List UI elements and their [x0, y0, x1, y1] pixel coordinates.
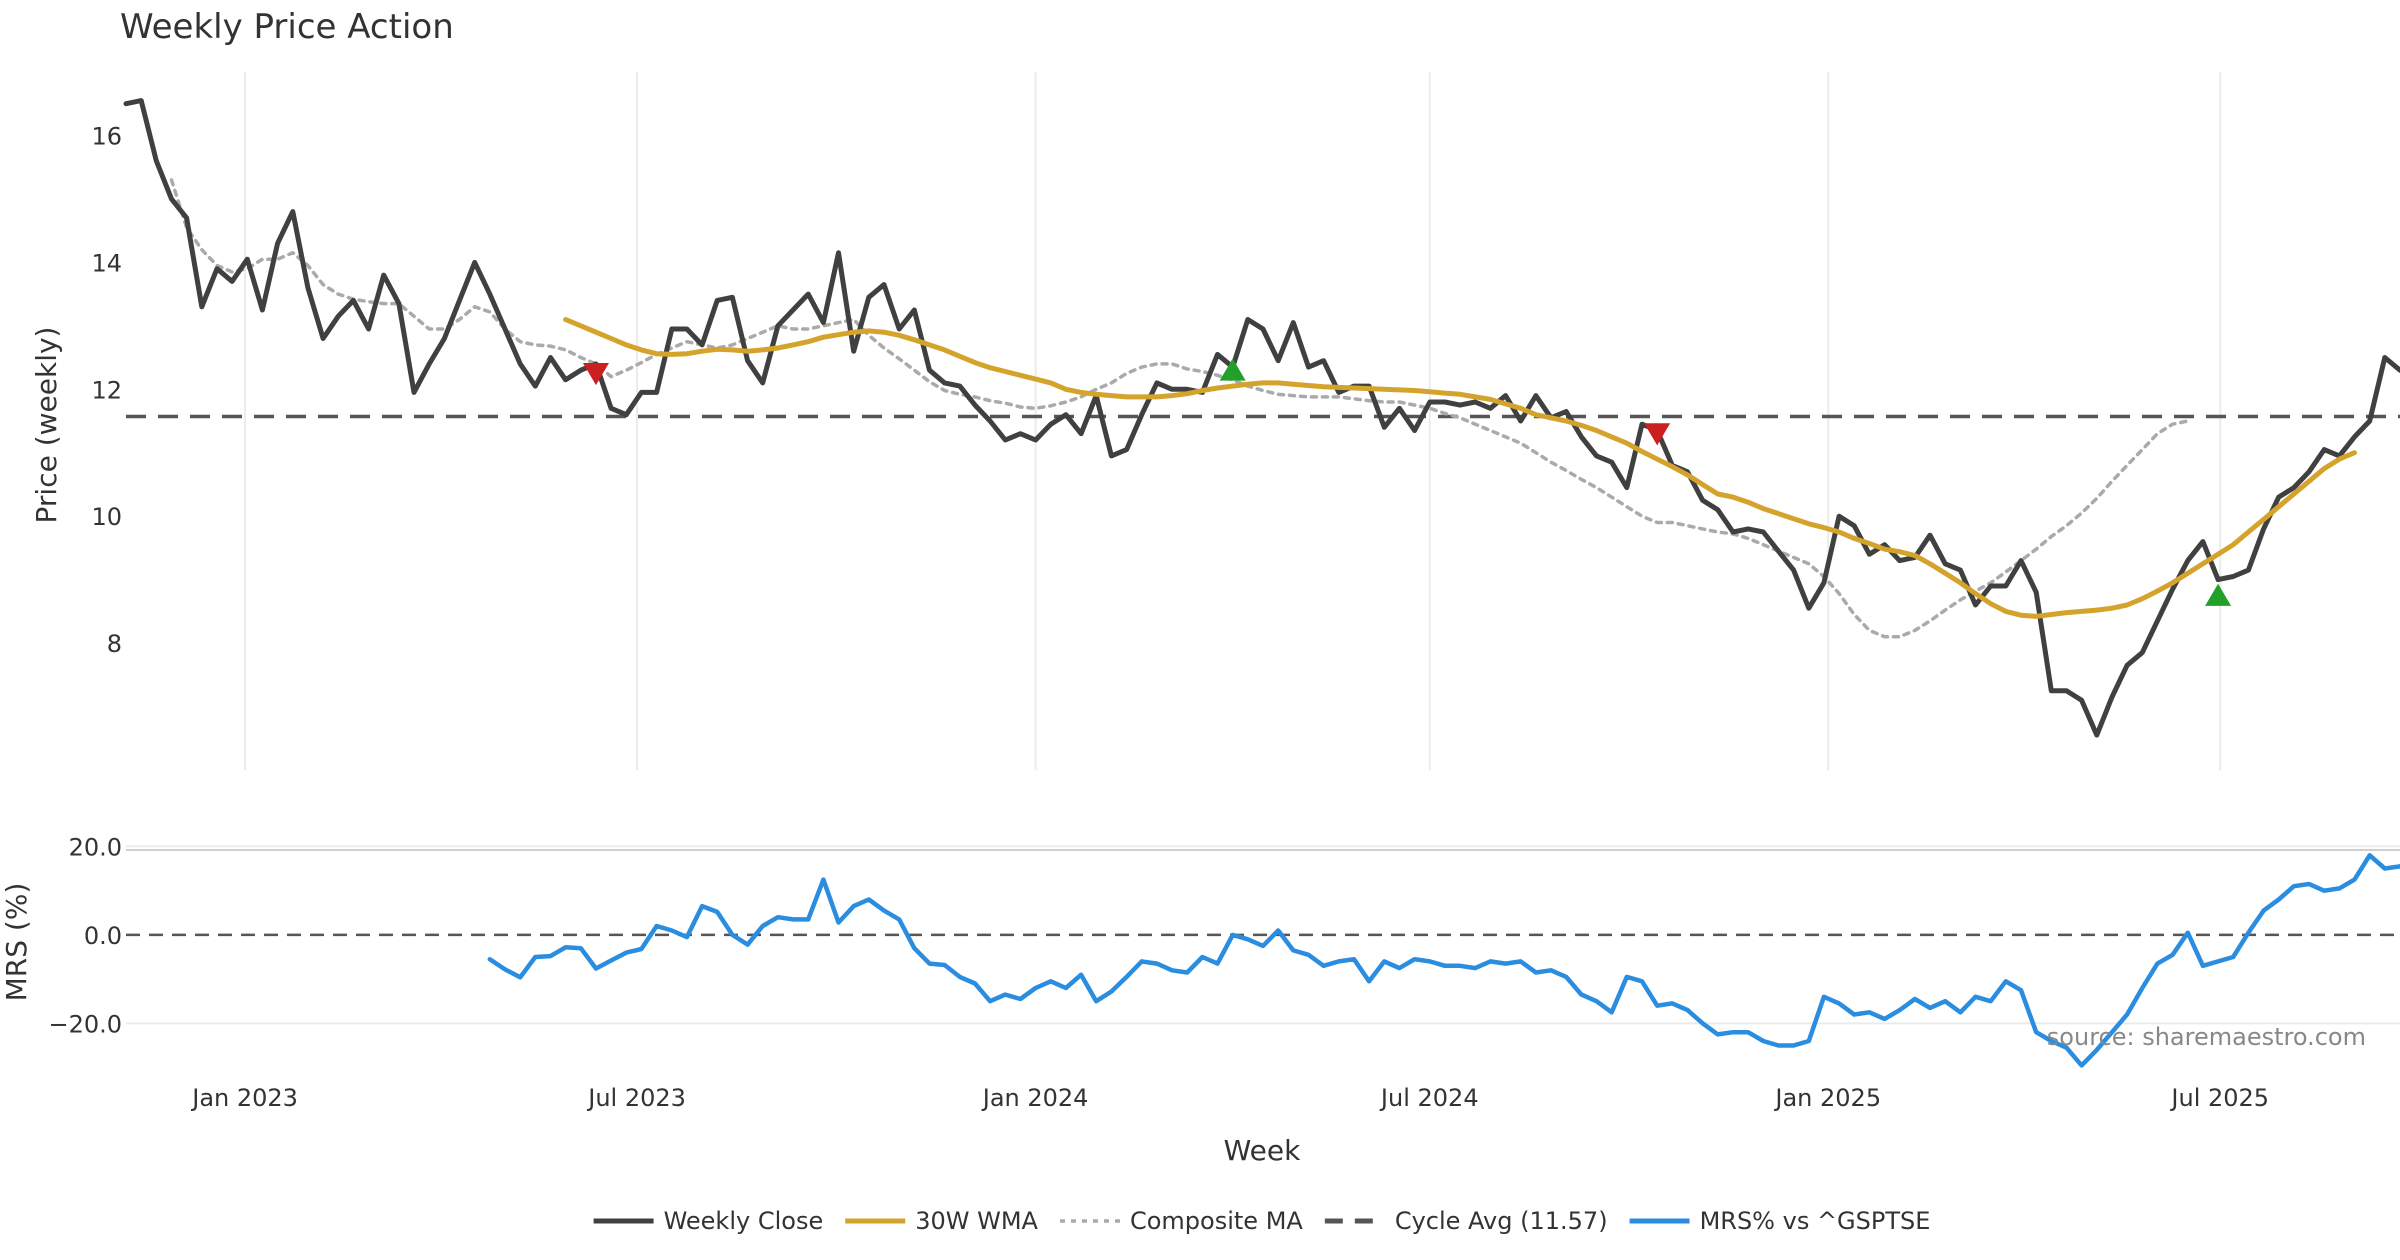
- legend: Weekly Close 30W WMA Composite MA Cycle Avg…: [593, 1207, 1931, 1235]
- legend-label: Weekly Close: [664, 1207, 824, 1235]
- series-weekly-close: [123, 98, 2400, 738]
- price-y-axis-title: Price (weekly): [30, 327, 63, 524]
- price-y-tick-label: 12: [91, 376, 122, 404]
- series-30w-wma: [563, 317, 2357, 619]
- legend-label: 30W WMA: [915, 1207, 1038, 1235]
- mrs-y-tick-label: 0.0: [84, 922, 122, 950]
- mrs-panel: 20.0 0.0 −20.0: [48, 833, 2400, 1068]
- x-tick-label: Jan 2025: [1773, 1084, 1881, 1112]
- mrs-y-tick-label: −20.0: [48, 1010, 122, 1038]
- price-y-tick-label: 10: [91, 503, 122, 531]
- x-tick-label: Jan 2024: [981, 1084, 1089, 1112]
- series-composite-ma: [169, 178, 2190, 639]
- price-y-tick-label: 16: [91, 122, 122, 150]
- signal-marker-up: [2205, 583, 2232, 606]
- price-y-tick-label: 14: [91, 249, 122, 277]
- x-tick-label: Jul 2024: [1379, 1084, 1479, 1112]
- source-note: source: sharemaestro.com: [2047, 1023, 2366, 1051]
- price-y-tick-label: 8: [107, 630, 122, 658]
- x-tick-label: Jan 2023: [190, 1084, 298, 1112]
- mrs-y-axis-title: MRS (%): [0, 883, 33, 1002]
- x-tick-label: Jul 2025: [2169, 1084, 2269, 1112]
- signal-marker-up: [1219, 358, 1246, 381]
- x-tick-label: Jul 2023: [586, 1084, 686, 1112]
- mrs-y-tick-label: 20.0: [69, 833, 122, 861]
- series-mrs: [487, 853, 2400, 1068]
- legend-label: Composite MA: [1130, 1207, 1303, 1235]
- signal-marker-down: [1644, 423, 1671, 446]
- signal-marker-down: [582, 363, 609, 386]
- x-axis: Jan 2023 Jul 2023 Jan 2024 Jul 2024 Jan 2025…: [190, 1084, 2269, 1112]
- price-panel: 8 10 12 14 16: [91, 72, 2400, 770]
- x-axis-title: Week: [1224, 1134, 1301, 1167]
- legend-label: Cycle Avg (11.57): [1395, 1207, 1608, 1235]
- legend-label: MRS% vs ^GSPTSE: [1700, 1207, 1931, 1235]
- chart-title: Weekly Price Action: [120, 7, 454, 47]
